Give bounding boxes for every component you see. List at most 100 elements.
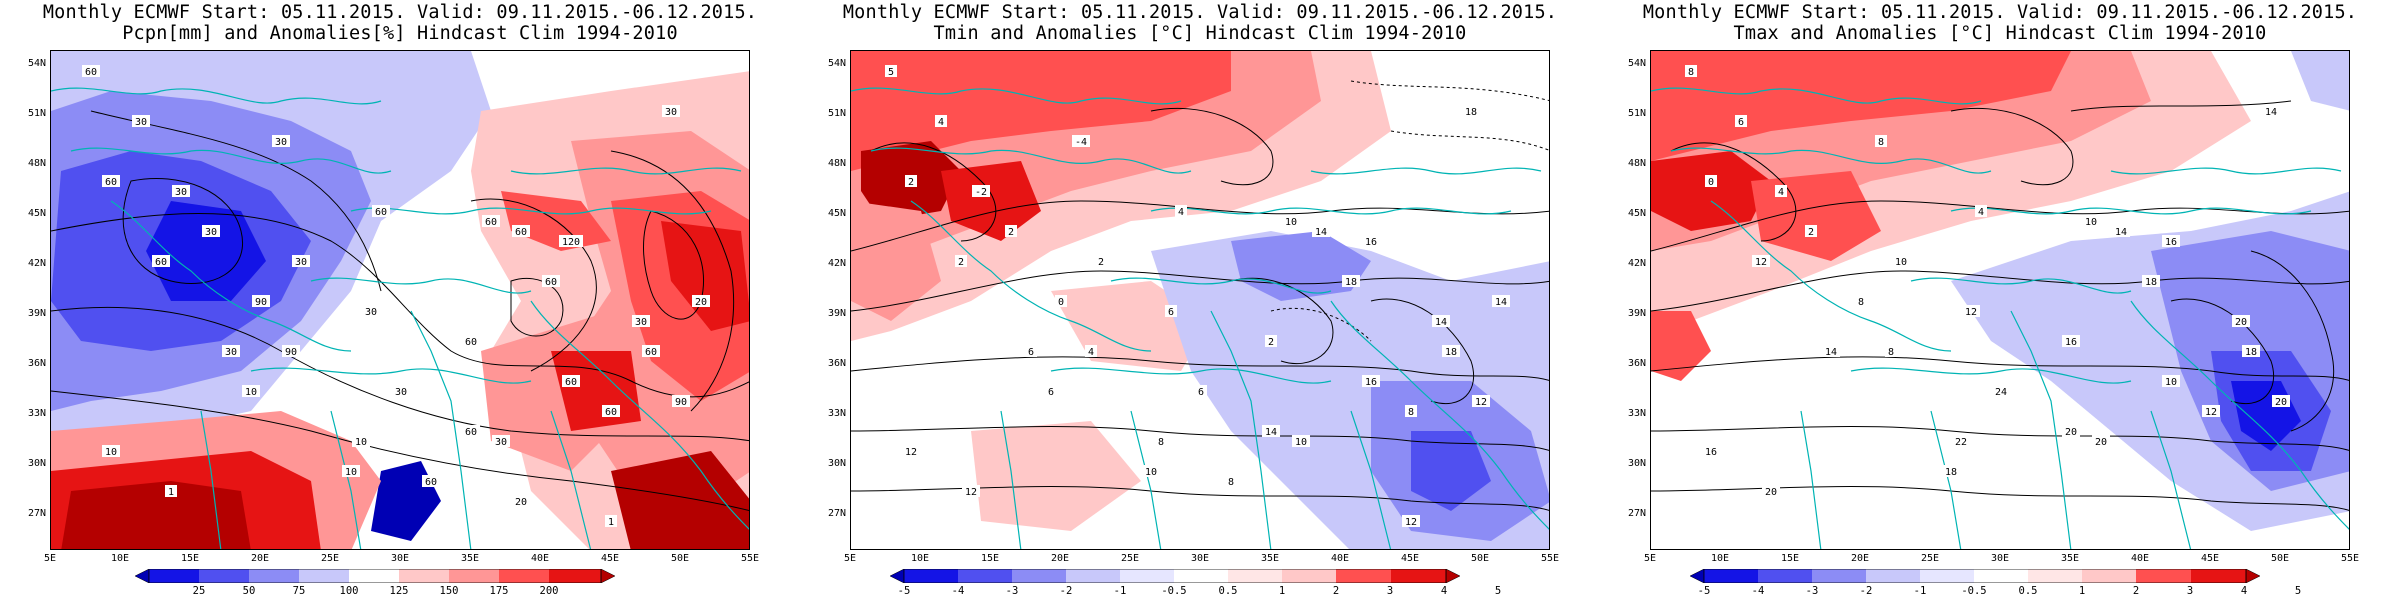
contour-label: 14 — [1265, 427, 1277, 438]
contour-label: 6 — [1168, 307, 1174, 318]
contour-label: 30 — [205, 227, 217, 238]
contour-label-bg — [392, 385, 410, 397]
contour-label-bg — [152, 255, 170, 267]
contour-label-bg — [82, 65, 100, 77]
contour-label: 120 — [562, 237, 580, 248]
lon-label: 35E — [460, 553, 480, 564]
contour-label-bg — [1362, 235, 1380, 247]
contour-label-bg — [1875, 135, 1887, 147]
contour-label: 2 — [1098, 257, 1104, 268]
contour-label: 20 — [2065, 427, 2077, 438]
lat-label: 36N — [827, 358, 846, 369]
anomaly-area-wet-africa-core — [61, 481, 251, 549]
contour-label-bg — [512, 225, 530, 237]
lat-label: 36N — [1627, 358, 1646, 369]
contour-label-bg — [1045, 385, 1057, 397]
contour-label-bg — [902, 445, 920, 457]
contour-label-bg — [462, 425, 480, 437]
contour-label: 60 — [515, 227, 527, 238]
contour-lines — [51, 110, 749, 512]
contour-label-bg — [282, 345, 300, 357]
contour-label-bg — [1195, 385, 1207, 397]
colorbar-label: 3 — [1386, 585, 1394, 597]
contour-label: 10 — [2165, 377, 2177, 388]
colorbar-label: -0.5 — [1161, 585, 1187, 597]
anomaly-area-warm-balkan — [941, 161, 1041, 241]
contour-label-bg — [2112, 225, 2130, 237]
lon-label: 5E — [43, 553, 57, 564]
contour-label: 30 — [175, 187, 187, 198]
contour-label-bg — [1312, 225, 1330, 237]
contour-label: 16 — [2065, 337, 2077, 348]
contour-label: 10 — [355, 437, 367, 448]
coastlines-borders — [51, 87, 749, 549]
contour-lines — [1651, 100, 2349, 511]
lat-label: 27N — [1627, 508, 1646, 519]
lon-label: 30E — [1990, 553, 2010, 564]
contour-label: 30 — [365, 307, 377, 318]
lat-label: 39N — [827, 308, 846, 319]
contour-label-bg — [102, 445, 120, 457]
contour-label: 20 — [2275, 397, 2287, 408]
contour-label-bg — [1292, 435, 1310, 447]
contour-lines — [851, 80, 1549, 511]
lat-label: 54N — [1627, 58, 1646, 69]
contour-label-bg — [2262, 105, 2280, 117]
colorbar-label: 2 — [1332, 585, 1340, 597]
contour-label-bg — [1405, 405, 1417, 417]
colorbar-label: -0.5 — [1961, 585, 1987, 597]
contour-label: 20 — [2235, 317, 2247, 328]
colorbar-label: 150 — [439, 585, 459, 597]
contour-label-bg — [272, 135, 290, 147]
contour-label-bg — [559, 235, 583, 247]
contour-label: 10 — [1285, 217, 1297, 228]
contour-label: 60 — [155, 257, 167, 268]
anomaly-area-cold-north — [2291, 51, 2349, 111]
contour-label: 0 — [1058, 297, 1064, 308]
contour-label-bg — [2232, 315, 2250, 327]
anomaly-area-cold-medium — [1231, 231, 1371, 301]
lon-label: 10E — [1710, 553, 1730, 564]
panel-precipitation: Monthly ECMWF Start: 05.11.2015. Valid: … — [0, 0, 800, 600]
anomaly-area-warm-west — [1651, 311, 1711, 381]
contour-label-bg — [2242, 345, 2260, 357]
contour-label: 2 — [908, 177, 914, 188]
contour-label: 30 — [135, 117, 147, 128]
contour-label-bg — [1975, 205, 1987, 217]
colorbar-label: 100 — [339, 585, 359, 597]
contour-label-bg — [692, 295, 710, 307]
contour-label-bg — [955, 255, 967, 267]
contour-label-bg — [1072, 135, 1090, 147]
contour-label: 30 — [665, 107, 677, 118]
lat-label: 48N — [827, 158, 846, 169]
colorbar-label: -5 — [897, 585, 911, 597]
precipitation-map: 60 30 60 30 30 30 60 30 90 60 30 90 60 30 60 60 120 60 30 6… — [50, 50, 750, 550]
contour-label: 60 — [605, 407, 617, 418]
contour-label: 8 — [1878, 137, 1884, 148]
lon-label: 15E — [1780, 553, 1800, 564]
lon-label: 10E — [910, 553, 930, 564]
contour-label-bg — [1805, 225, 1817, 237]
contour-label: 16 — [2165, 237, 2177, 248]
contour-label: 12 — [965, 487, 977, 498]
lat-label: 30N — [827, 458, 846, 469]
panel-tmax: Monthly ECMWF Start: 05.11.2015. Valid: … — [1600, 0, 2400, 600]
anomaly-area-warm-strong — [1651, 51, 2071, 161]
colorbar-label: -1 — [1113, 585, 1127, 597]
contour-label-bg — [1225, 475, 1237, 487]
lat-label: 39N — [27, 308, 46, 319]
anomaly-area-warm-west — [851, 201, 941, 321]
lat-label: 51N — [827, 108, 846, 119]
colorbar-label: -3 — [1005, 585, 1019, 597]
contour-label: 30 — [295, 257, 307, 268]
contour-label: 30 — [275, 137, 287, 148]
contour-label: 60 — [425, 477, 437, 488]
contour-label-bg — [165, 485, 177, 497]
contour-label: 2 — [1008, 227, 1014, 238]
colorbar-label: 5 — [1494, 585, 1502, 597]
lon-label: 45E — [2200, 553, 2220, 564]
tmin-map: 5 4 2 -2 -4 2 4 2 0 2 6 4 2 6 10 14 16 18 14 18 12 8 10 12 14 6 8 1… — [850, 50, 1550, 550]
contour-label: 22 — [1955, 437, 1967, 448]
